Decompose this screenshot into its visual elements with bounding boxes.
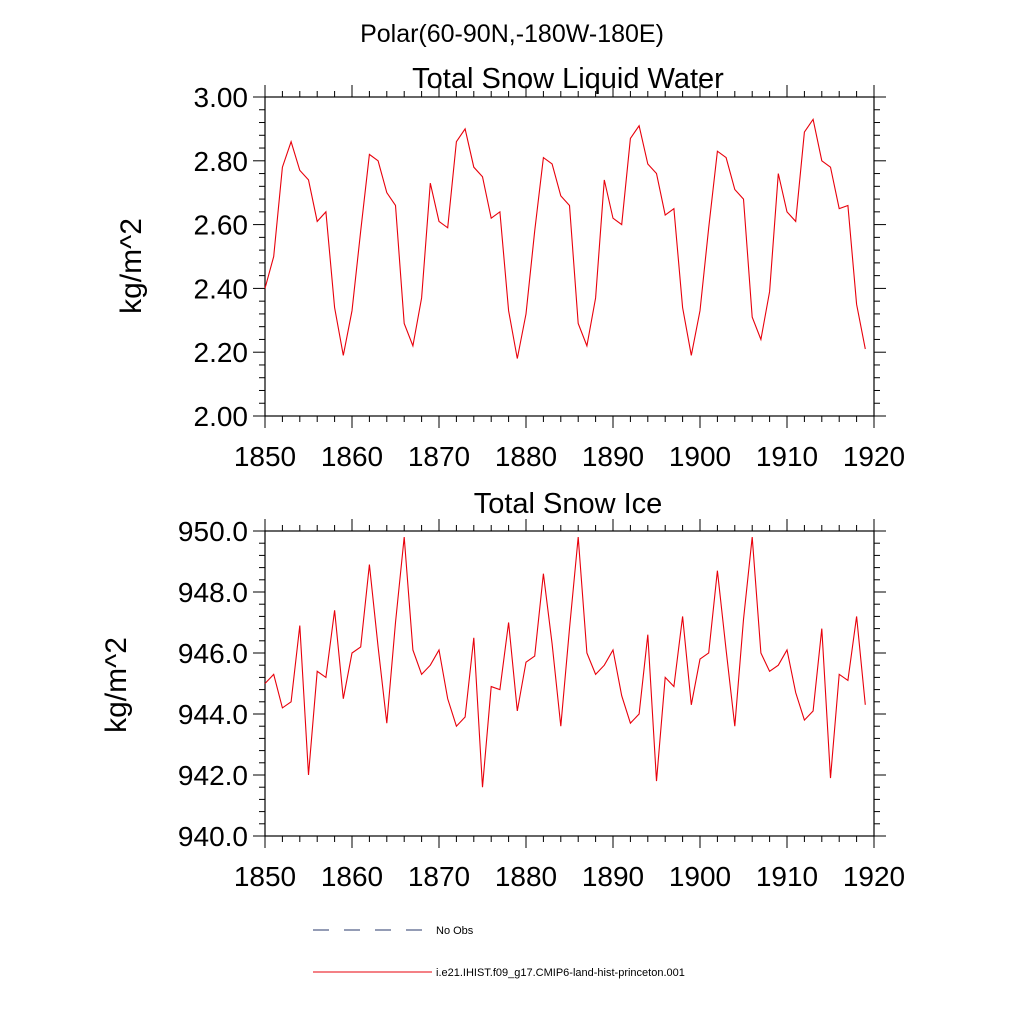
x-tick-label: 1890: [582, 441, 644, 472]
chart-panel-snow-liquid-water: Total Snow Liquid Water kg/m^2 1850 1860 1…: [115, 63, 905, 472]
y-tick-label: 944.0: [178, 699, 248, 730]
x-tick-label: 1900: [669, 861, 731, 892]
chart-title: Total Snow Ice: [474, 488, 663, 520]
plot-area: 1850 1860 1870 1880 1890 1900 1910 1920 940.0 942…: [178, 516, 905, 892]
x-tick-label: 1880: [495, 861, 557, 892]
series-line: [264, 537, 866, 788]
legend-item-model-run: i.e21.IHIST.f09_g17.CMIP6-land-hist-prin…: [313, 967, 685, 979]
plot-frame: [264, 96, 875, 417]
x-tick-label: 1850: [234, 861, 296, 892]
y-tick-label: 2.80: [194, 146, 249, 177]
y-tick-label: 2.20: [194, 337, 249, 368]
x-tick-label: 1910: [756, 441, 818, 472]
y-tick-label: 2.40: [194, 273, 249, 304]
x-tick-label: 1890: [582, 861, 644, 892]
page-title: Polar(60-90N,-180W-180E): [360, 20, 664, 48]
x-tick-label: 1920: [843, 441, 905, 472]
legend-label: No Obs: [436, 925, 474, 937]
x-tick-label: 1860: [321, 441, 383, 472]
y-tick-label: 946.0: [178, 638, 248, 669]
y-tick-label: 940.0: [178, 821, 248, 852]
legend-label: i.e21.IHIST.f09_g17.CMIP6-land-hist-prin…: [436, 967, 685, 979]
y-tick-label: 2.60: [194, 210, 249, 241]
y-axis-label: kg/m^2: [100, 637, 133, 733]
x-tick-label: 1860: [321, 861, 383, 892]
x-tick-label: 1900: [669, 441, 731, 472]
chart-title: Total Snow Liquid Water: [412, 63, 724, 95]
chart-panel-snow-ice: Total Snow Ice kg/m^2 1850 1860 1870 1880 18…: [100, 488, 905, 892]
y-tick-label: 2.00: [194, 401, 249, 432]
y-tick-label: 942.0: [178, 760, 248, 791]
series-line: [264, 117, 866, 359]
x-tick-label: 1870: [408, 861, 470, 892]
x-tick-label: 1850: [234, 441, 296, 472]
x-tick-label: 1880: [495, 441, 557, 472]
y-tick-label: 948.0: [178, 577, 248, 608]
plot-frame: [264, 530, 875, 837]
y-tick-label: 3.00: [194, 82, 249, 113]
x-tick-label: 1910: [756, 861, 818, 892]
y-axis-label: kg/m^2: [115, 218, 148, 314]
legend: No Obs i.e21.IHIST.f09_g17.CMIP6-land-hi…: [313, 925, 685, 979]
y-tick-label: 950.0: [178, 516, 248, 547]
x-tick-label: 1870: [408, 441, 470, 472]
x-tick-label: 1920: [843, 861, 905, 892]
plot-area: 1850 1860 1870 1880 1890 1900 1910 1920 2.00 2.20…: [194, 82, 906, 472]
legend-item-no-obs: No Obs: [313, 925, 474, 937]
